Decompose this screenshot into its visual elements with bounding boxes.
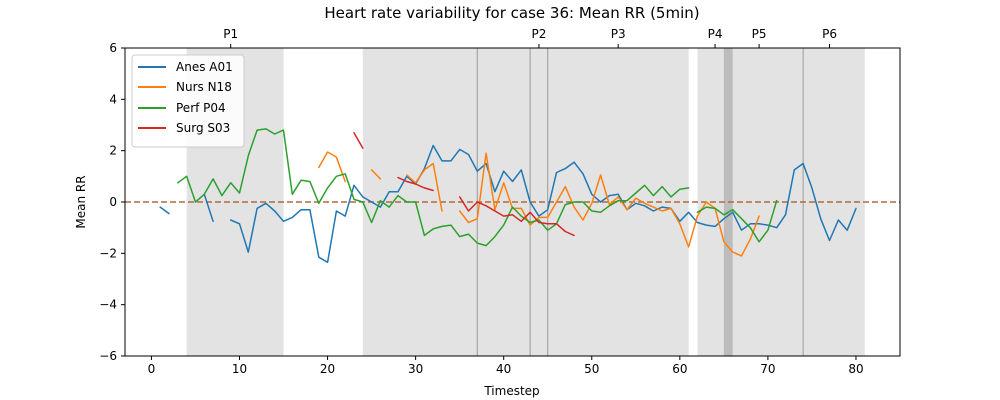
x-tick-label: 10 xyxy=(232,362,247,376)
y-axis-label: Mean RR xyxy=(74,175,88,228)
series-lines xyxy=(159,128,857,264)
series-line-segment xyxy=(203,193,214,223)
series-line-segment xyxy=(696,199,778,243)
y-tick-label: −4 xyxy=(99,298,117,312)
series-line-segment xyxy=(177,128,690,247)
y-tick-label: 0 xyxy=(109,195,117,209)
x-tick-label: 70 xyxy=(760,362,775,376)
y-tick-label: 6 xyxy=(109,41,117,55)
y-tick-label: −2 xyxy=(99,246,117,260)
legend-label-perf: Perf P04 xyxy=(176,101,226,115)
y-tick-label: 4 xyxy=(109,92,117,106)
x-axis: 0 10 20 30 40 50 60 70 80 xyxy=(148,356,864,376)
phase-tick-label: P4 xyxy=(708,27,723,41)
phase-axis: P1 P2 P3 P4 P5 P6 xyxy=(223,27,837,48)
x-tick-label: 0 xyxy=(148,362,156,376)
series-line-segment xyxy=(458,196,575,237)
series-nurs-n18 xyxy=(318,151,760,257)
legend: Anes A01 Nurs N18 Perf P04 Surg S03 xyxy=(131,54,245,148)
x-tick-label: 20 xyxy=(320,362,335,376)
y-axis: −6 −4 −2 0 2 4 6 xyxy=(99,41,125,363)
x-tick-label: 30 xyxy=(408,362,423,376)
phase-tick-label: P6 xyxy=(822,27,837,41)
x-tick-label: 80 xyxy=(848,362,863,376)
phase-tick-label: P1 xyxy=(223,27,238,41)
y-tick-label: −6 xyxy=(99,349,117,363)
phase-tick-label: P5 xyxy=(752,27,767,41)
legend-label-nurs: Nurs N18 xyxy=(176,80,232,94)
series-surg-s03 xyxy=(353,131,575,237)
series-anes-a01 xyxy=(159,144,857,264)
phase-tick-label: P3 xyxy=(611,27,626,41)
series-line-segment xyxy=(159,206,170,215)
series-line-segment xyxy=(318,151,346,183)
x-axis-label: Timestep xyxy=(483,384,539,398)
x-tick-label: 60 xyxy=(672,362,687,376)
legend-label-anes: Anes A01 xyxy=(176,60,233,74)
x-tick-label: 40 xyxy=(496,362,511,376)
series-line-segment xyxy=(458,152,760,257)
chart-title: Heart rate variability for case 36: Mean… xyxy=(324,4,699,22)
series-perf-p04 xyxy=(177,128,778,247)
legend-box xyxy=(131,54,245,148)
y-tick-label: 2 xyxy=(109,144,117,158)
series-line-segment xyxy=(406,162,443,212)
legend-label-surg: Surg S03 xyxy=(176,121,230,135)
series-line-segment xyxy=(229,144,857,264)
series-line-segment xyxy=(370,169,382,180)
phase-tick-label: P2 xyxy=(531,27,546,41)
series-line-segment xyxy=(397,176,434,192)
series-line-segment xyxy=(353,131,364,149)
x-tick-label: 50 xyxy=(584,362,599,376)
